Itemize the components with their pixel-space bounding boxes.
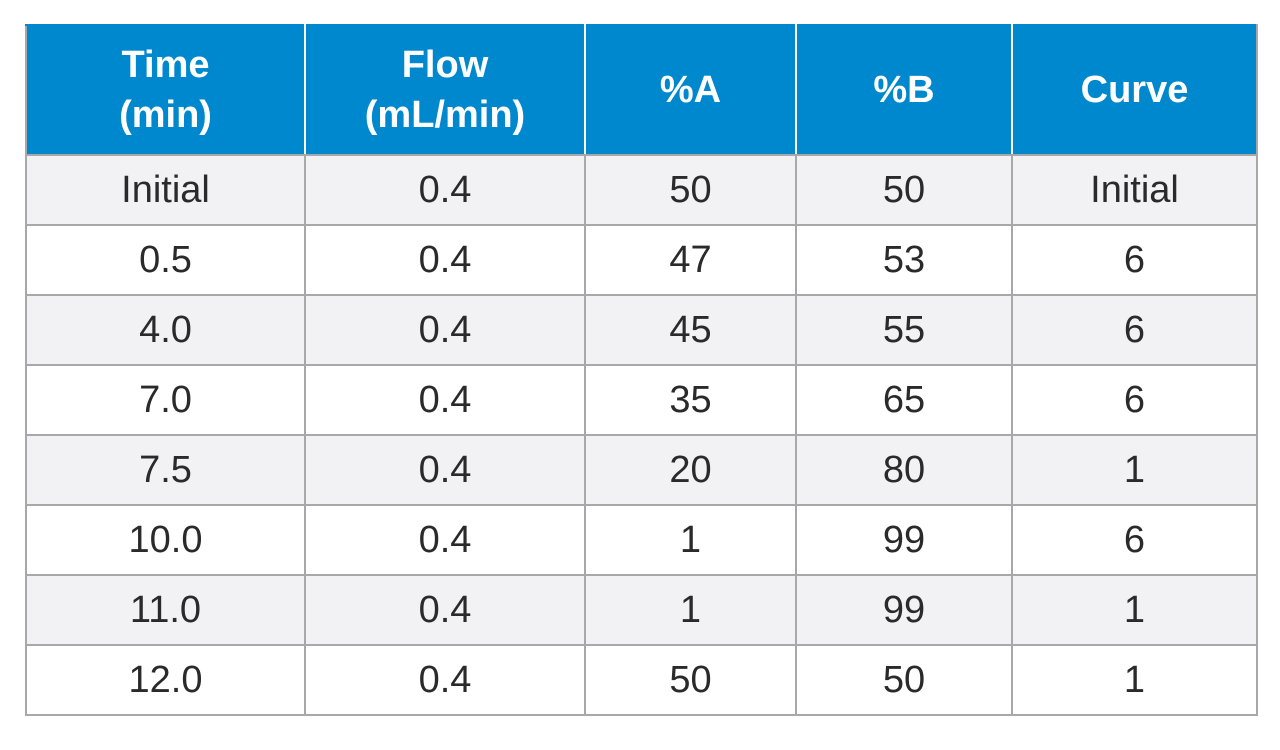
cell-curve: 6 <box>1011 364 1258 436</box>
header-percent-a: %A <box>584 24 797 156</box>
cell-percent-a: 35 <box>584 364 797 436</box>
cell-time: 11.0 <box>25 574 306 646</box>
table-row: 10.0 0.4 1 99 6 <box>25 504 1258 576</box>
cell-percent-b: 99 <box>795 504 1013 576</box>
table-row: 7.0 0.4 35 65 6 <box>25 364 1258 436</box>
cell-time: 10.0 <box>25 504 306 576</box>
cell-percent-a: 20 <box>584 434 797 506</box>
header-percent-b-label: %B <box>873 69 935 111</box>
cell-percent-b: 50 <box>795 644 1013 716</box>
header-row: Time (min) Flow (mL/min) %A %B Curve <box>25 24 1258 156</box>
cell-percent-a: 1 <box>584 574 797 646</box>
cell-time: 0.5 <box>25 224 306 296</box>
cell-flow: 0.4 <box>304 574 586 646</box>
table-row: 12.0 0.4 50 50 1 <box>25 644 1258 716</box>
header-time-line1: Time <box>121 44 210 86</box>
header-flow-line2: (mL/min) <box>364 94 526 136</box>
cell-flow: 0.4 <box>304 504 586 576</box>
cell-percent-a: 45 <box>584 294 797 366</box>
cell-time: 7.5 <box>25 434 306 506</box>
cell-percent-a: 1 <box>584 504 797 576</box>
cell-time: 4.0 <box>25 294 306 366</box>
cell-percent-b: 99 <box>795 574 1013 646</box>
table-row: Initial 0.4 50 50 Initial <box>25 154 1258 226</box>
cell-percent-a: 47 <box>584 224 797 296</box>
cell-time: 7.0 <box>25 364 306 436</box>
table-row: 11.0 0.4 1 99 1 <box>25 574 1258 646</box>
cell-curve: 1 <box>1011 644 1258 716</box>
cell-flow: 0.4 <box>304 154 586 226</box>
cell-percent-b: 53 <box>795 224 1013 296</box>
cell-curve: 6 <box>1011 294 1258 366</box>
cell-time: Initial <box>25 154 306 226</box>
header-flow-line1: Flow <box>401 44 489 86</box>
cell-percent-b: 50 <box>795 154 1013 226</box>
header-time-line2: (min) <box>119 94 212 136</box>
cell-flow: 0.4 <box>304 434 586 506</box>
table-row: 0.5 0.4 47 53 6 <box>25 224 1258 296</box>
cell-flow: 0.4 <box>304 294 586 366</box>
cell-curve: 6 <box>1011 224 1258 296</box>
table-header: Time (min) Flow (mL/min) %A %B Curve <box>25 24 1258 156</box>
table-row: 4.0 0.4 45 55 6 <box>25 294 1258 366</box>
cell-percent-b: 80 <box>795 434 1013 506</box>
header-time: Time (min) <box>25 24 306 156</box>
table-body: Initial 0.4 50 50 Initial 0.5 0.4 47 53 … <box>25 154 1258 716</box>
cell-flow: 0.4 <box>304 224 586 296</box>
cell-percent-b: 55 <box>795 294 1013 366</box>
cell-curve: 1 <box>1011 434 1258 506</box>
cell-curve: 1 <box>1011 574 1258 646</box>
gradient-table: Time (min) Flow (mL/min) %A %B Curve <box>25 24 1258 716</box>
header-curve-label: Curve <box>1080 69 1189 111</box>
cell-flow: 0.4 <box>304 644 586 716</box>
cell-percent-a: 50 <box>584 154 797 226</box>
cell-curve: 6 <box>1011 504 1258 576</box>
header-percent-b: %B <box>795 24 1013 156</box>
cell-flow: 0.4 <box>304 364 586 436</box>
cell-percent-b: 65 <box>795 364 1013 436</box>
header-percent-a-label: %A <box>659 69 722 111</box>
cell-curve: Initial <box>1011 154 1258 226</box>
header-flow: Flow (mL/min) <box>304 24 586 156</box>
table-row: 7.5 0.4 20 80 1 <box>25 434 1258 506</box>
gradient-table-container: Time (min) Flow (mL/min) %A %B Curve <box>25 24 1258 716</box>
header-curve: Curve <box>1011 24 1258 156</box>
cell-time: 12.0 <box>25 644 306 716</box>
cell-percent-a: 50 <box>584 644 797 716</box>
